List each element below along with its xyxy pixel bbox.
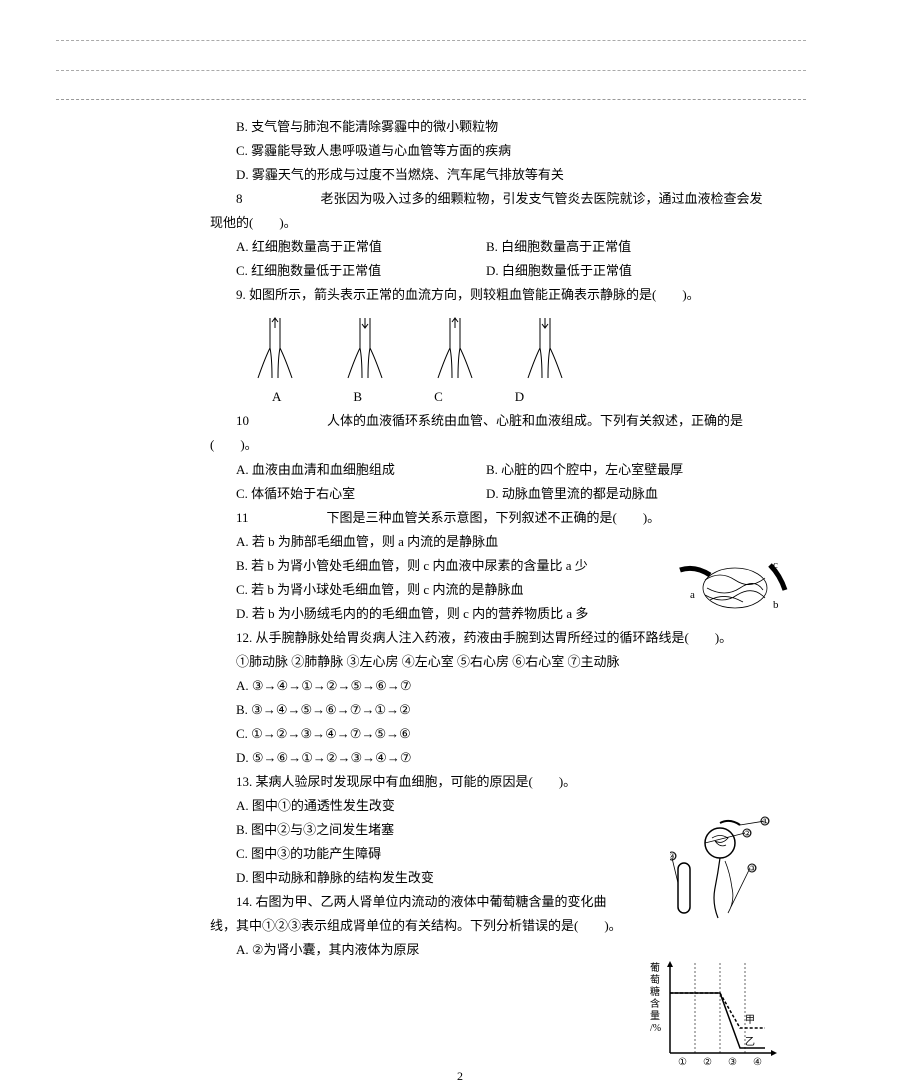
q10-opt-c: C. 体循环始于右心室 — [236, 482, 486, 506]
q9-label-b: B — [353, 385, 362, 409]
q8-opt-c: C. 红细胞数量低于正常值 — [236, 259, 486, 283]
svg-text:乙: 乙 — [745, 1036, 755, 1048]
q10-opts-ab: A. 血液由血清和血细胞组成 B. 心脏的四个腔中，左心室壁最厚 — [210, 458, 770, 482]
svg-text:糖: 糖 — [650, 985, 660, 998]
vessel-a-icon — [250, 313, 300, 383]
svg-text:量: 量 — [650, 1010, 660, 1022]
q12-opt-a: A. ③→④→①→②→⑤→⑥→⑦ — [210, 674, 770, 698]
q9-labels: A B C D — [272, 385, 770, 409]
cap-label-a: a — [690, 589, 695, 601]
q9-label-c: C — [434, 385, 443, 409]
glucose-chart: 葡 萄 糖 含 量 /% 甲 乙 ① ② ③ ④ — [650, 953, 780, 1073]
q7-opt-b: B. 支气管与肺泡不能清除雾霾中的微小颗粒物 — [210, 115, 770, 139]
chart-x3: ③ — [728, 1057, 737, 1068]
q8-opt-b: B. 白细胞数量高于正常值 — [486, 235, 770, 259]
q10-opt-a: A. 血液由血清和血细胞组成 — [236, 458, 486, 482]
q8-stem-text: 8 老张因为吸入过多的细颗粒物，引发支气管炎去医院就诊，通过血液检查会发现他的(… — [210, 191, 763, 230]
q8-opt-a: A. 红细胞数量高于正常值 — [236, 235, 486, 259]
q10-stem: 10 人体的血液循环系统由血管、心脏和血液组成。下列有关叙述，正确的是( )。 — [210, 409, 770, 457]
q10-opt-b: B. 心脏的四个腔中，左心室壁最厚 — [486, 458, 770, 482]
cap-label-b: b — [773, 599, 779, 611]
vessel-c-icon — [430, 313, 480, 383]
chart-x2: ② — [703, 1057, 712, 1068]
q9-figures — [250, 313, 770, 383]
q8-opts-cd: C. 红细胞数量低于正常值 D. 白细胞数量低于正常值 — [210, 259, 770, 283]
q8-stem: 8 老张因为吸入过多的细颗粒物，引发支气管炎去医院就诊，通过血液检查会发现他的(… — [210, 187, 770, 235]
q13-stem: 13. 某病人验尿时发现尿中有血细胞，可能的原因是( )。 — [210, 770, 770, 794]
vessel-b-icon — [340, 313, 390, 383]
chart-x1: ① — [678, 1057, 687, 1068]
svg-text:④: ④ — [670, 852, 676, 861]
q12-opt-d: D. ⑤→⑥→①→②→③→④→⑦ — [210, 746, 770, 770]
capillary-figure: a b c — [675, 550, 790, 630]
svg-text:/%: /% — [650, 1023, 661, 1034]
svg-text:①: ① — [762, 817, 769, 826]
q12-list: ①肺动脉 ②肺静脉 ③左心房 ④左心室 ⑤右心房 ⑥右心室 ⑦主动脉 — [210, 650, 770, 674]
q7-opt-d: D. 雾霾天气的形成与过度不当燃烧、汽车尾气排放等有关 — [210, 163, 770, 187]
header-rule — [56, 70, 806, 71]
chart-x4: ④ — [753, 1057, 762, 1068]
vessel-d-icon — [520, 313, 570, 383]
svg-text:③: ③ — [749, 864, 756, 873]
svg-text:②: ② — [744, 829, 751, 838]
q10-opts-cd: C. 体循环始于右心室 D. 动脉血管里流的都是动脉血 — [210, 482, 770, 506]
q7-opt-c: C. 雾霾能导致人患呼吸道与心血管等方面的疾病 — [210, 139, 770, 163]
q9-stem: 9. 如图所示，箭头表示正常的血流方向，则较粗血管能正确表示静脉的是( )。 — [210, 283, 770, 307]
q8-opts-ab: A. 红细胞数量高于正常值 B. 白细胞数量高于正常值 — [210, 235, 770, 259]
svg-text:甲: 甲 — [745, 1015, 755, 1026]
svg-text:萄: 萄 — [650, 973, 660, 986]
q9-label-a: A — [272, 385, 281, 409]
q9-label-d: D — [515, 385, 524, 409]
cap-label-c: c — [773, 559, 778, 571]
svg-text:葡: 葡 — [650, 961, 660, 974]
svg-text:含: 含 — [650, 997, 660, 1010]
q11-stem: 11 下图是三种血管关系示意图，下列叙述不正确的是( )。 — [210, 506, 770, 530]
page-number: 2 — [457, 1069, 463, 1084]
q12-opt-b: B. ③→④→⑤→⑥→⑦→①→② — [210, 698, 770, 722]
page-content: B. 支气管与肺泡不能清除雾霾中的微小颗粒物 C. 雾霾能导致人患呼吸道与心血管… — [210, 115, 770, 963]
header-region — [56, 0, 806, 100]
nephron-figure: ① ② ③ ④ — [670, 813, 770, 933]
q14-stem: 14. 右图为甲、乙两人肾单位内流动的液体中葡萄糖含量的变化曲线，其中①②③表示… — [210, 890, 630, 938]
q12-opt-c: C. ①→②→③→④→⑦→⑤→⑥ — [210, 722, 770, 746]
q8-opt-d: D. 白细胞数量低于正常值 — [486, 259, 770, 283]
header-rule — [56, 40, 806, 41]
q10-opt-d: D. 动脉血管里流的都是动脉血 — [486, 482, 770, 506]
